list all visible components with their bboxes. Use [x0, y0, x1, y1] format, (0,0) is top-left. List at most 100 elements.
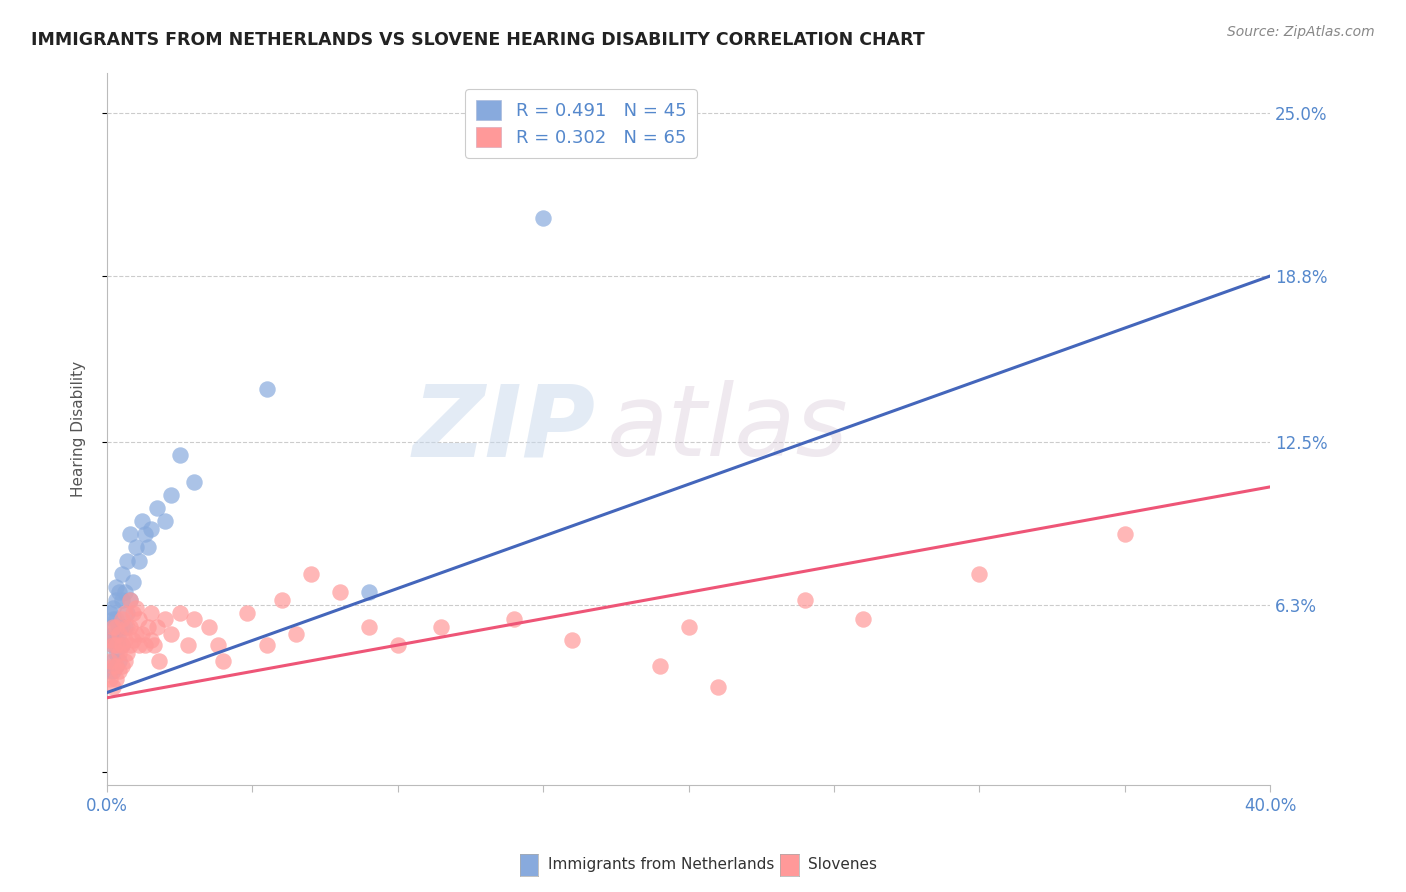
Point: [852, 612, 875, 626]
Point: [104, 612, 127, 626]
Point: [212, 654, 235, 668]
Point: [531, 211, 554, 225]
Point: [114, 619, 136, 633]
Point: [142, 638, 165, 652]
Point: [125, 601, 148, 615]
Point: [107, 646, 129, 660]
Point: [387, 638, 409, 652]
Point: [104, 638, 127, 652]
Point: [503, 612, 526, 626]
Point: [114, 632, 136, 647]
Point: [117, 619, 139, 633]
Point: [285, 627, 308, 641]
Point: [430, 619, 453, 633]
Point: [101, 665, 124, 679]
Point: [104, 673, 127, 687]
Point: [101, 654, 124, 668]
Point: [114, 654, 136, 668]
Point: [128, 638, 150, 652]
Point: [139, 522, 162, 536]
Point: [131, 514, 153, 528]
Point: [183, 475, 205, 489]
Point: [155, 612, 177, 626]
Point: [101, 638, 124, 652]
Point: [120, 619, 142, 633]
Point: [169, 607, 191, 621]
Point: [131, 627, 153, 641]
Point: [169, 448, 191, 462]
Point: [706, 680, 728, 694]
Point: [1114, 527, 1136, 541]
Point: [120, 527, 142, 541]
Point: [110, 638, 132, 652]
Point: [120, 638, 142, 652]
Point: [155, 514, 177, 528]
Point: [122, 574, 145, 589]
Point: [122, 607, 145, 621]
Point: [114, 607, 136, 621]
Point: [104, 659, 127, 673]
Text: IMMIGRANTS FROM NETHERLANDS VS SLOVENE HEARING DISABILITY CORRELATION CHART: IMMIGRANTS FROM NETHERLANDS VS SLOVENE H…: [31, 31, 925, 49]
Point: [107, 627, 129, 641]
Point: [107, 619, 129, 633]
Point: [125, 627, 148, 641]
Point: [128, 612, 150, 626]
Legend: R = 0.491   N = 45, R = 0.302   N = 65: R = 0.491 N = 45, R = 0.302 N = 65: [465, 89, 697, 158]
Point: [101, 601, 124, 615]
Text: Source: ZipAtlas.com: Source: ZipAtlas.com: [1227, 25, 1375, 39]
Point: [256, 638, 278, 652]
Point: [114, 585, 136, 599]
Point: [357, 585, 380, 599]
Point: [110, 659, 132, 673]
Point: [139, 607, 162, 621]
Point: [110, 638, 132, 652]
Point: [120, 593, 142, 607]
Point: [104, 619, 127, 633]
Point: [101, 638, 124, 652]
Point: [104, 593, 127, 607]
Point: [98, 654, 121, 668]
Point: [98, 607, 121, 621]
Text: Slovenes: Slovenes: [808, 857, 877, 871]
Point: [122, 632, 145, 647]
Point: [207, 638, 229, 652]
Point: [101, 627, 124, 641]
Point: [794, 593, 817, 607]
Point: [136, 541, 159, 555]
Point: [101, 680, 124, 694]
Point: [117, 646, 139, 660]
Point: [160, 488, 183, 502]
Point: [145, 500, 167, 515]
Point: [104, 580, 127, 594]
Point: [148, 654, 170, 668]
Point: [134, 638, 156, 652]
Point: [561, 632, 583, 647]
Point: [329, 585, 352, 599]
Point: [98, 632, 121, 647]
Point: [183, 612, 205, 626]
Point: [139, 632, 162, 647]
Point: [110, 566, 132, 581]
Point: [104, 632, 127, 647]
Point: [101, 659, 124, 673]
Y-axis label: Hearing Disability: Hearing Disability: [72, 360, 86, 497]
Point: [110, 593, 132, 607]
Point: [104, 659, 127, 673]
Point: [101, 612, 124, 626]
Point: [120, 593, 142, 607]
Point: [357, 619, 380, 633]
Point: [117, 607, 139, 621]
Point: [177, 638, 200, 652]
Point: [299, 566, 322, 581]
Point: [107, 654, 129, 668]
Point: [145, 619, 167, 633]
Point: [125, 541, 148, 555]
Point: [648, 659, 671, 673]
Point: [136, 619, 159, 633]
Point: [969, 566, 991, 581]
Point: [98, 673, 121, 687]
Point: [98, 665, 121, 679]
Point: [110, 619, 132, 633]
Point: [98, 632, 121, 647]
Point: [104, 646, 127, 660]
